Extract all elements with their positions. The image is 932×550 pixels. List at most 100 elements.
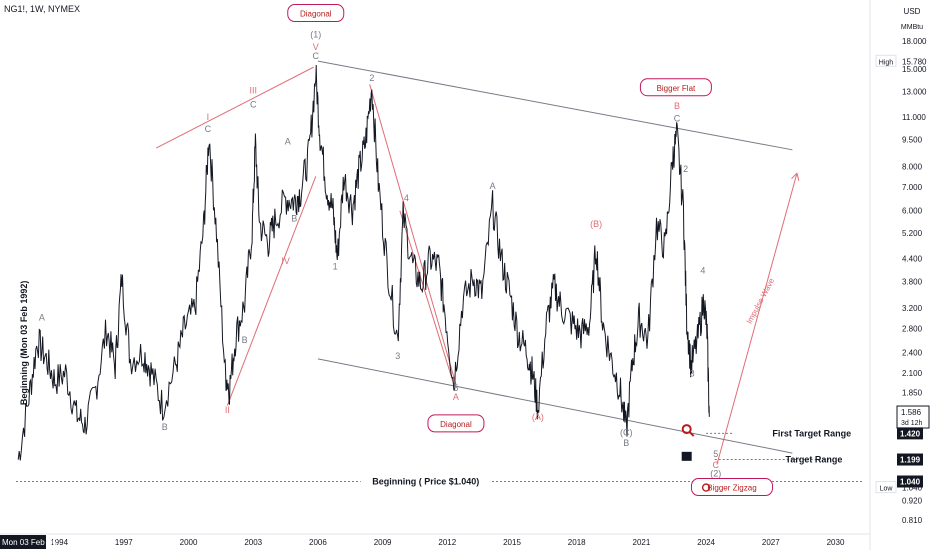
- badge-current-timer: 3d 12h: [901, 420, 923, 427]
- overlay-line: [317, 60, 793, 151]
- overlay-line: [369, 84, 457, 385]
- wave-label: 2: [369, 73, 374, 83]
- x-tick-label: 2009: [374, 538, 392, 547]
- y-tick-label: 6.000: [902, 207, 923, 216]
- wave-label: A: [39, 312, 45, 322]
- wave-label: 4: [700, 265, 705, 275]
- y-tick-label: 3.800: [902, 277, 923, 286]
- wave-label: C: [250, 100, 257, 110]
- x-tick-label: 2030: [827, 538, 845, 547]
- y-tick-label: 11.000: [902, 113, 926, 122]
- y-tick-label: 18.000: [902, 37, 927, 46]
- y-tick-label: 1.850: [902, 389, 923, 398]
- badge-price-box: [897, 427, 923, 440]
- y-tick-label: 15.000: [902, 65, 927, 74]
- wave-label: B: [242, 335, 248, 345]
- callout-label: Bigger Flat: [657, 84, 696, 93]
- wave-label: 5: [453, 383, 458, 393]
- overlay-line: [399, 210, 455, 385]
- y-tick-label: 7.000: [902, 183, 923, 192]
- annotation-text: First Target Range: [772, 428, 851, 438]
- wave-label: 3: [395, 351, 400, 361]
- wave-label: I: [207, 112, 210, 122]
- wave-label: C: [713, 460, 720, 470]
- badge-low-tag: [875, 481, 897, 494]
- annotation-bg: [360, 474, 491, 488]
- symbol-title: NG1!, 1W, NYMEX: [4, 4, 81, 14]
- callout-box: [690, 478, 773, 497]
- wave-label: III: [249, 86, 257, 96]
- x-tick-label: 2000: [180, 538, 198, 547]
- wave-label: 4: [404, 193, 409, 203]
- callout-label: Diagonal: [440, 420, 472, 429]
- callout-label: Diagonal: [300, 10, 332, 19]
- x-start-label: Mon 03 Feb '92: [2, 538, 58, 547]
- wave-label: B: [674, 101, 680, 111]
- overlay-line: [226, 176, 317, 406]
- x-tick-label: 2003: [244, 538, 262, 547]
- x-tick-label: 1994: [50, 538, 68, 547]
- y-tick-label: 13.000: [902, 87, 927, 96]
- vertical-label: Beginning (Mon 03 Feb 1992): [19, 281, 29, 406]
- x-tick-label: 2012: [438, 538, 456, 547]
- y-tick-label: 2.800: [902, 324, 923, 333]
- x-tick-label: 2021: [633, 538, 651, 547]
- currency-subunit: MMBtu: [901, 24, 923, 31]
- wave-label: C: [313, 51, 320, 61]
- x-tick-label: 2018: [568, 538, 586, 547]
- wave-label: IV: [281, 256, 290, 266]
- y-tick-label: 0.810: [902, 516, 923, 525]
- y-tick-label: 0.920: [902, 496, 923, 505]
- badge-price-value: 1.420: [900, 429, 921, 438]
- wave-label: (C): [620, 428, 633, 438]
- overlay-line: [716, 174, 797, 465]
- search-icon: [681, 424, 692, 435]
- wave-label: B: [291, 213, 297, 223]
- x-tick-label: 2024: [697, 538, 715, 547]
- callout-box: [427, 414, 485, 433]
- wave-label: (1): [310, 30, 321, 40]
- flag-icon: [681, 451, 692, 461]
- wave-label: V: [313, 42, 319, 52]
- annotation-text: Target Range: [786, 455, 843, 465]
- search-icon-handle: [688, 431, 695, 437]
- annotation-text: Impulse Wave: [745, 276, 777, 325]
- badge-price-box: [897, 475, 923, 488]
- y-tick-label: 3.200: [902, 304, 923, 313]
- badge-price-value: 1.040: [900, 477, 921, 486]
- y-tick-label: 8.000: [902, 162, 923, 171]
- wave-label: 5: [713, 449, 718, 459]
- badge-high-label: High: [879, 59, 894, 66]
- annotation-text: Beginning ( Price $1.040): [372, 476, 479, 486]
- wave-label: C: [205, 124, 212, 134]
- wave-label: 1: [333, 262, 338, 272]
- badge-high-tag: [875, 54, 897, 67]
- x-tick-label: 2015: [503, 538, 521, 547]
- currency-unit: USD: [904, 7, 921, 16]
- wave-label: A: [453, 392, 459, 402]
- callout-box: [639, 78, 712, 97]
- y-tick-label: 2.400: [902, 348, 923, 357]
- x-start-box: [0, 535, 46, 549]
- price-series: [17, 64, 710, 461]
- badge-current-value: 1.586: [901, 408, 922, 417]
- wave-label: (2): [710, 468, 721, 478]
- badge-low-value: 1.040: [902, 484, 923, 493]
- y-tick-label: 5.200: [902, 229, 923, 238]
- callout-box: [287, 4, 345, 23]
- x-tick-label: 2027: [762, 538, 780, 547]
- badge-high-value: 15.780: [902, 57, 927, 66]
- callout-label: Bigger Zigzag: [707, 484, 756, 493]
- wave-label: (B): [590, 219, 602, 229]
- wave-label: B: [623, 438, 629, 448]
- wave-label: B: [162, 422, 168, 432]
- wave-label: 3: [690, 369, 695, 379]
- badge-low-label: Low: [880, 486, 894, 493]
- y-tick-label: 2.100: [902, 369, 923, 378]
- overlay-line: [317, 358, 793, 454]
- y-tick-label: 4.400: [902, 255, 923, 264]
- x-tick-label: 1997: [115, 538, 133, 547]
- badge-price-value: 1.199: [900, 456, 921, 465]
